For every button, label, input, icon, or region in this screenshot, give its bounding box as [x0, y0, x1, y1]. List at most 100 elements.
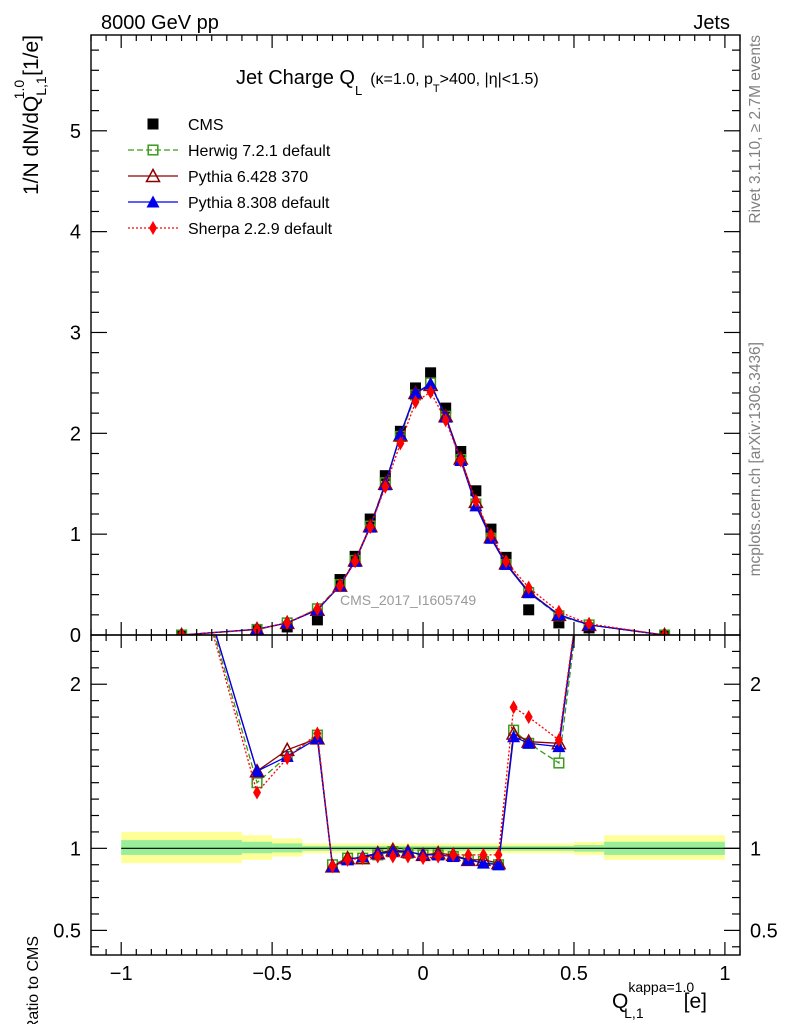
ratio-frame [90, 634, 741, 956]
top-point-sherpa-2-2-9-default [253, 622, 262, 635]
top-ytick-label: 3 [70, 322, 81, 344]
top-point-cms [553, 617, 565, 629]
legend-label-cms: CMS [188, 117, 224, 134]
top-point-cms [523, 604, 535, 616]
legend-label-pythia-8-308-default: Pythia 8.308 default [188, 195, 330, 212]
top-ytick-label: 1 [70, 524, 81, 546]
x-tick-label: −0.5 [252, 963, 291, 985]
plot-title: Jet Charge QL (κ=1.0, pT>400, |η|<1.5) [236, 67, 539, 98]
ratio-point-sherpa-2-2-9-default [585, 513, 593, 527]
title-cond-sub: T [433, 83, 440, 95]
x-tick-label: 1 [719, 963, 730, 985]
top-ytick-label: 2 [70, 423, 81, 445]
ratio-point-sherpa-2-2-9-default [313, 726, 322, 741]
ratio-point-pythia-8-308-default [175, 514, 188, 526]
ratio-point-pythia-8-308-default [522, 736, 536, 749]
top-point-pythia-8-308-default [409, 386, 422, 399]
top-point-sherpa-2-2-9-default [441, 413, 450, 428]
ratio-point-sherpa-2-2-9-default [524, 710, 533, 725]
ratio-point-sherpa-2-2-9-default [434, 849, 443, 864]
top-point-sherpa-2-2-9-default [502, 554, 511, 569]
top-point-sherpa-2-2-9-default [456, 453, 465, 468]
top-point-sherpa-2-2-9-default [524, 580, 533, 595]
xlabel-sup: kappa=1.0 [628, 979, 694, 995]
ratio-ytick-label-right: 0.5 [750, 920, 778, 942]
x-tick-label: 0 [417, 963, 428, 985]
top-point-sherpa-2-2-9-default [554, 604, 563, 619]
legend-label-herwig-7-2-1-default: Herwig 7.2.1 default [188, 143, 331, 160]
ratio-point-sherpa-2-2-9-default [494, 847, 503, 862]
top-line-sherpa-2-2-9-default [181, 391, 665, 635]
ratio-point-sherpa-2-2-9-default [328, 859, 337, 874]
header-right: Jets [693, 12, 730, 34]
top-point-pythia-8-308-default [393, 427, 407, 440]
ratio-point-sherpa-2-2-9-default [283, 751, 292, 766]
xlabel: Qkappa=1.0 L,1 [e] [612, 979, 707, 1021]
ratio-series-group [175, 0, 670, 874]
legend-marker-sherpa-2-2-9-default [149, 221, 157, 235]
ratio-point-pythia-6-428-370 [583, 514, 596, 526]
analysis-watermark: CMS_2017_I1605749 [340, 592, 476, 608]
xlabel-pre: Q [612, 990, 628, 1013]
ratio-point-sherpa-2-2-9-default [253, 785, 262, 800]
ratio-ytick-label: 1 [70, 838, 81, 860]
top-point-pythia-8-308-default [424, 377, 438, 390]
legend-marker-cms [147, 118, 159, 130]
ratio-point-sherpa-2-2-9-default [554, 733, 563, 748]
ratio-point-herwig-7-2-1-default [660, 0, 670, 10]
legend: CMS Herwig 7.2.1 default Pythia 6.428 370 P… [128, 117, 333, 238]
x-tick-label: 0.5 [560, 963, 588, 985]
top-ylabel-sup: 1.0 [11, 80, 27, 100]
ratio-ytick-label-right: 1 [750, 838, 761, 860]
top-point-sherpa-2-2-9-default [336, 578, 345, 593]
top-point-sherpa-2-2-9-default [313, 601, 322, 616]
band-inner [121, 840, 242, 855]
ratio-point-pythia-8-308-default [492, 858, 506, 871]
title-sub: L [355, 83, 362, 98]
ratio-ylabel: Ratio to CMS [25, 936, 42, 1024]
ratio-ytick-label-right: 2 [750, 674, 761, 696]
top-series-group [176, 367, 671, 635]
ratio-point-pythia-6-428-370 [175, 514, 188, 526]
top-ylabel-sub: L,1 [33, 76, 49, 96]
ratio-point-sherpa-2-2-9-default [358, 851, 367, 866]
legend-marker-herwig-7-2-1-default [147, 144, 159, 156]
title-main: Jet Charge Q [236, 67, 355, 89]
ratio-point-sherpa-2-2-9-default [464, 847, 473, 862]
ratio-point-sherpa-2-2-9-default [178, 513, 186, 527]
ratio-line-pythia-6-428-370 [215, 635, 575, 868]
xlabel-post: [e] [684, 990, 707, 1013]
top-ylabel-pre: 1/N dN/dQ [20, 96, 43, 195]
mcplots-label: mcplots.cern.ch [arXiv:1306.3436] [747, 342, 764, 576]
top-point-cms [425, 367, 437, 379]
legend-marker-pythia-6-428-370 [145, 167, 161, 183]
ratio-point-herwig-7-2-1-default [177, 515, 187, 525]
band-inner [241, 841, 273, 854]
top-point-sherpa-2-2-9-default [351, 554, 360, 569]
ratio-line-sherpa-2-2-9-default [212, 635, 574, 868]
top-point-sherpa-2-2-9-default [426, 384, 435, 399]
title-cond: (κ=1.0, p [370, 71, 433, 88]
top-point-sherpa-2-2-9-default [396, 436, 405, 451]
ratio-point-sherpa-2-2-9-default [419, 851, 428, 866]
top-point-sherpa-2-2-9-default [283, 615, 292, 630]
top-point-cms [311, 614, 323, 626]
xlabel-sub: L,1 [624, 1005, 644, 1021]
top-ytick-label: 0 [70, 625, 81, 647]
top-ytick-label: 4 [70, 222, 81, 244]
legend-marker-pythia-8-308-default [146, 195, 160, 208]
ratio-point-pythia-8-308-default [583, 514, 596, 526]
title-cond2: >400, |η|<1.5) [440, 71, 539, 88]
header-left: 8000 GeV pp [101, 12, 219, 34]
ratio-point-sherpa-2-2-9-default [449, 847, 458, 862]
top-panel: 0 1 2 3 4 5 [70, 34, 741, 647]
top-point-cms [470, 485, 482, 497]
top-point-sherpa-2-2-9-default [471, 493, 480, 508]
top-ylabel: 1/N dN/dQL,1 1.0 [1/e] [11, 35, 49, 195]
ratio-point-pythia-8-308-default [476, 856, 490, 869]
top-point-sherpa-2-2-9-default [585, 616, 594, 631]
top-ylabel-post: [1/e] [20, 35, 43, 76]
legend-label-sherpa-2-2-9-default: Sherpa 2.2.9 default [188, 221, 333, 238]
ratio-point-sherpa-2-2-9-default [403, 849, 412, 864]
